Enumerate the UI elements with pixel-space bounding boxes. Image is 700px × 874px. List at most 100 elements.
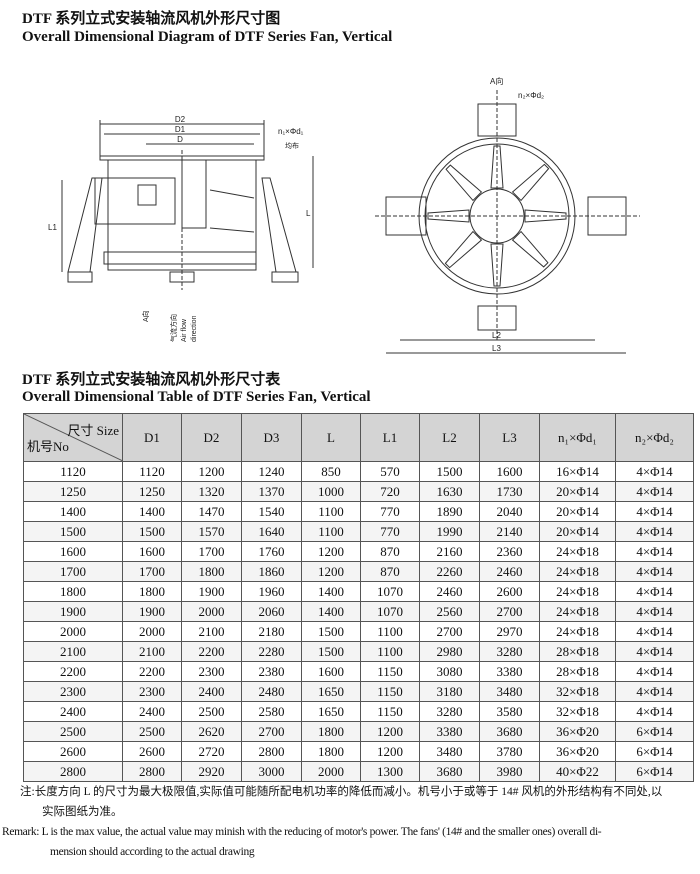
note-en-line2: mension should according to the actual d… (50, 846, 255, 858)
table-cell: 2800 (122, 761, 182, 782)
table-cell: 850 (301, 461, 361, 482)
table-row: 2800 2800 2920 3000 2000 1300 3680 3980 40×Φ22 6×… (23, 761, 694, 782)
table-cell: 1500 (301, 621, 361, 642)
table-cell: 1800 (301, 741, 361, 762)
table-cell: 28×Φ18 (539, 641, 616, 662)
table-cell: 16×Φ14 (539, 461, 616, 482)
table-cell: 3380 (479, 661, 540, 682)
table-cell: 2560 (419, 601, 480, 622)
table-cell: 2600 (479, 581, 540, 602)
column-header: L1 (360, 413, 420, 462)
table-cell: 1070 (360, 601, 420, 622)
table-cell: 1470 (181, 501, 242, 522)
table-cell: 40×Φ22 (539, 761, 616, 782)
airflow-label-cn: 气流方向 (169, 314, 178, 342)
table-cell: 20×Φ14 (539, 521, 616, 542)
table-cell: 1700 (181, 541, 242, 562)
table-cell: 1240 (241, 461, 302, 482)
table-cell: 1600 (301, 661, 361, 682)
table-cell: 2100 (181, 621, 242, 642)
table-cell: 20×Φ14 (539, 481, 616, 502)
table-cell: 1630 (419, 481, 480, 502)
table-cell: 3780 (479, 741, 540, 762)
table-cell: 32×Φ18 (539, 681, 616, 702)
table-row: 1120 1120 1200 1240 850 570 1500 1600 16×Φ14 4×Φ1… (23, 461, 694, 482)
column-header: D1 (122, 413, 182, 462)
table-cell: 1320 (181, 481, 242, 502)
table-row: 2100 2100 2200 2280 1500 1100 2980 3280 28×Φ18 4×… (23, 641, 694, 662)
table-cell: 1890 (419, 501, 480, 522)
table-cell: 1120 (122, 461, 182, 482)
table-cell: 3680 (419, 761, 480, 782)
table-cell: 1540 (241, 501, 302, 522)
table-cell: 2600 (122, 741, 182, 762)
table-cell: 2160 (419, 541, 480, 562)
table-cell: 1500 (419, 461, 480, 482)
table-row: 1250 1250 1320 1370 1000 720 1630 1730 20×Φ14 4×Φ… (23, 481, 694, 502)
table-cell: 2300 (122, 681, 182, 702)
table-cell: 1150 (360, 681, 420, 702)
notes-block: 注:长度方向 L 的尺寸为最大极限值,实际值可能随所配电机功率的降低而减小。机号… (2, 782, 690, 862)
table-cell: 2000 (181, 601, 242, 622)
table-cell: 1300 (360, 761, 420, 782)
table-cell: 1500 (122, 521, 182, 542)
dim-l: L (306, 209, 311, 218)
fan-number-cell: 1500 (23, 521, 123, 542)
table-row: 1900 1900 2000 2060 1400 1070 2560 2700 24×Φ18 4×… (23, 601, 694, 622)
table-cell: 2280 (241, 641, 302, 662)
note-en: Remark: L is the max value, the actual v… (2, 822, 690, 862)
table-cell: 1400 (122, 501, 182, 522)
table-cell: 24×Φ18 (539, 621, 616, 642)
table-cell: 2360 (479, 541, 540, 562)
table-cell: 1100 (301, 521, 361, 542)
fan-number-cell: 2300 (23, 681, 123, 702)
table-cell: 2460 (419, 581, 480, 602)
table-cell: 2800 (241, 741, 302, 762)
corner-diagonal (24, 414, 123, 461)
column-header: n₂×Φd₂ (615, 413, 694, 462)
table-cell: 770 (360, 501, 420, 522)
table-cell: 2300 (181, 661, 242, 682)
table-cell: 2460 (479, 561, 540, 582)
table-row: 2400 2400 2500 2580 1650 1150 3280 3580 32×Φ18 4×… (23, 701, 694, 722)
a-direction-label: A向 (141, 310, 150, 322)
table-cell: 4×Φ14 (615, 581, 694, 602)
table-cell: 1500 (301, 641, 361, 662)
dim-l3: L3 (492, 344, 501, 353)
table-cell: 1600 (122, 541, 182, 562)
table-cell: 1250 (122, 481, 182, 502)
table-cell: 2700 (479, 601, 540, 622)
table-cell: 1900 (122, 601, 182, 622)
table-cell: 2400 (181, 681, 242, 702)
table-cell: 2580 (241, 701, 302, 722)
column-header: D2 (181, 413, 242, 462)
table-cell: 770 (360, 521, 420, 542)
table-cell: 24×Φ18 (539, 541, 616, 562)
table-cell: 1400 (301, 581, 361, 602)
diagram-title-en: Overall Dimensional Diagram of DTF Serie… (22, 29, 393, 45)
table-cell: 2720 (181, 741, 242, 762)
note-cn-line1: 注:长度方向 L 的尺寸为最大极限值,实际值可能随所配电机功率的降低而减小。机号… (20, 786, 663, 798)
table-cell: 28×Φ18 (539, 661, 616, 682)
table-cell: 4×Φ14 (615, 461, 694, 482)
table-cell: 6×Φ14 (615, 741, 694, 762)
table-cell: 1800 (181, 561, 242, 582)
table-cell: 2500 (181, 701, 242, 722)
table-cell: 3580 (479, 701, 540, 722)
table-cell: 1800 (301, 721, 361, 742)
table-cell: 1070 (360, 581, 420, 602)
table-cell: 2140 (479, 521, 540, 542)
table-cell: 24×Φ18 (539, 561, 616, 582)
table-cell: 1960 (241, 581, 302, 602)
table-row: 1700 1700 1800 1860 1200 870 2260 2460 24×Φ18 4×Φ… (23, 561, 694, 582)
table-cell: 4×Φ14 (615, 561, 694, 582)
holes-label: n₁×Φd₁ (278, 127, 304, 136)
holes-n2-label: n₂×Φd₂ (518, 91, 544, 100)
table-cell: 3680 (479, 721, 540, 742)
fan-number-cell: 1400 (23, 501, 123, 522)
table-cell: 6×Φ14 (615, 761, 694, 782)
table-cell: 3180 (419, 681, 480, 702)
airflow-label-en1: Air flow (181, 318, 188, 342)
table-cell: 2060 (241, 601, 302, 622)
table-cell: 1900 (181, 581, 242, 602)
